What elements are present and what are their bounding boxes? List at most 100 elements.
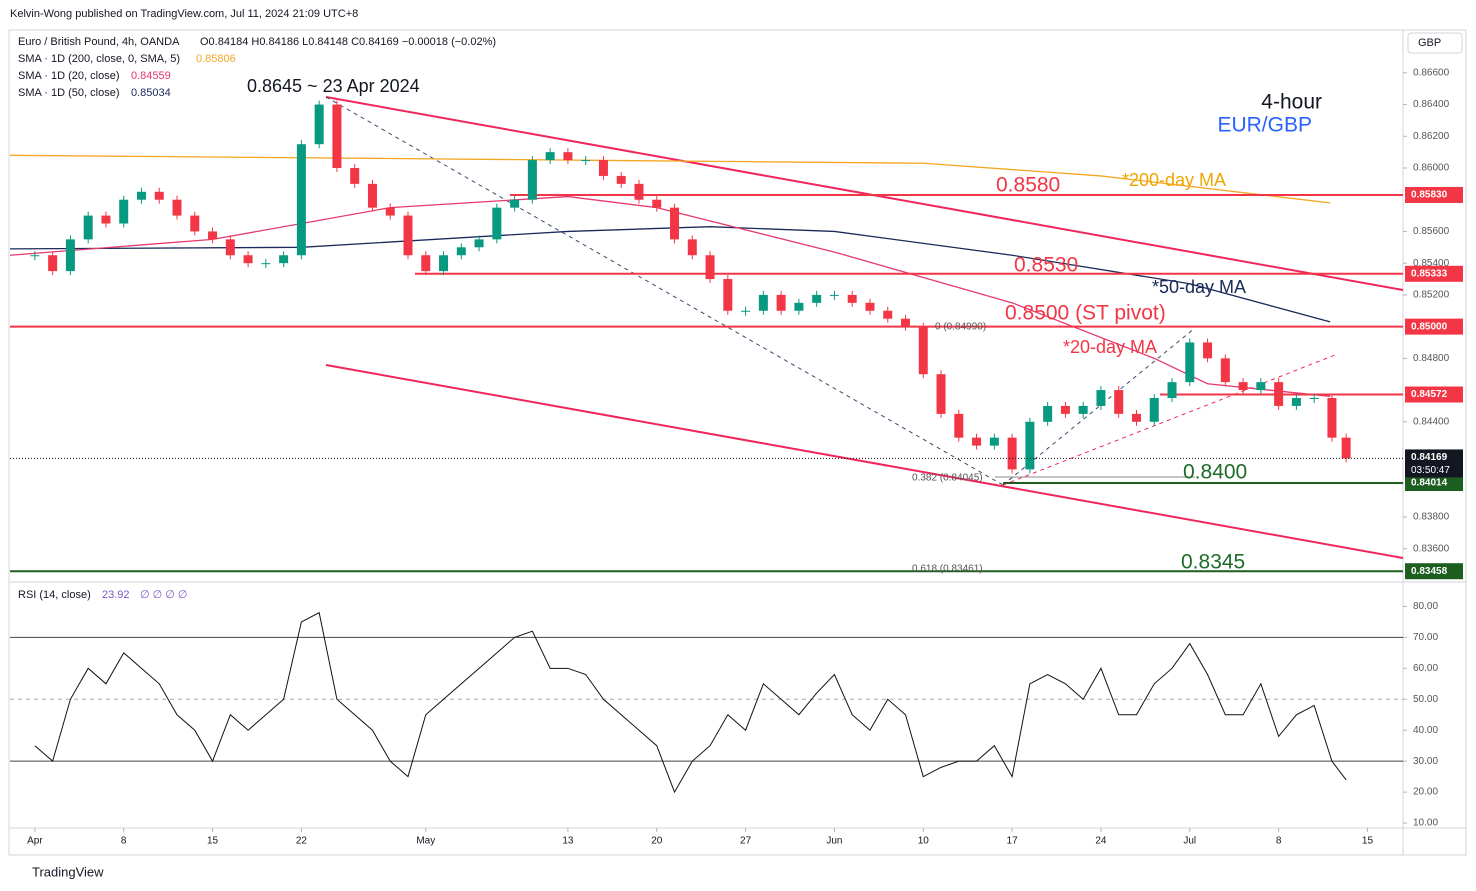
- candle: [1220, 358, 1230, 383]
- x-tick-label: 27: [740, 836, 752, 847]
- candle: [1096, 390, 1106, 406]
- candle: [172, 199, 182, 216]
- candle: [456, 247, 466, 256]
- candle: [474, 239, 484, 248]
- sma-label: SMA · 1D (200, close, 0, SMA, 5): [18, 53, 180, 65]
- candle: [1256, 382, 1266, 391]
- candle: [385, 207, 395, 216]
- candle: [101, 215, 111, 224]
- rsi-label: RSI (14, close): [18, 589, 91, 601]
- sma-value: 0.85034: [131, 87, 171, 99]
- candle: [847, 294, 857, 303]
- candle: [30, 255, 40, 257]
- level-tag: [1405, 318, 1463, 335]
- x-tick-label: 8: [1276, 836, 1282, 847]
- candle: [954, 413, 964, 438]
- fib-label: 0.618 (0.83461): [912, 564, 983, 575]
- y-tick-label: 10.00: [1413, 818, 1438, 829]
- candle: [154, 191, 164, 200]
- countdown: 03:50:47: [1411, 465, 1450, 476]
- candle: [581, 160, 591, 162]
- candle: [421, 255, 431, 272]
- annotation: 0.8580: [996, 174, 1060, 197]
- annotation: *50-day MA: [1152, 277, 1246, 297]
- sma-value: 0.85806: [196, 53, 236, 65]
- annotation: 4-hour: [1261, 91, 1322, 114]
- x-tick-label: Jul: [1183, 836, 1196, 847]
- candle: [1327, 398, 1337, 438]
- fib-trend: [1002, 327, 1196, 486]
- level-tag-label: 0.85830: [1411, 190, 1448, 201]
- candle: [616, 175, 626, 184]
- x-tick-label: 20: [651, 836, 663, 847]
- level-tag: [1405, 475, 1463, 492]
- candle: [918, 326, 928, 375]
- rsi-line: [34, 611, 1347, 794]
- annotation: 0.8400: [1183, 461, 1247, 484]
- candle: [83, 215, 93, 240]
- currency[interactable]: GBP: [1418, 37, 1441, 49]
- candle: [439, 255, 449, 272]
- level-tag-label: 0.84014: [1411, 478, 1448, 489]
- sma-label: SMA · 1D (50, close): [18, 87, 119, 99]
- y-tick-label: 70.00: [1413, 632, 1438, 643]
- frame: [8, 29, 1467, 856]
- channel-lower: [325, 364, 1404, 559]
- y-tick-label: 50.00: [1413, 694, 1438, 705]
- level-tag-label: 0.83458: [1411, 566, 1448, 577]
- candle: [1007, 437, 1017, 470]
- candle: [758, 294, 768, 311]
- annotation: *200-day MA: [1122, 170, 1226, 190]
- candle: [190, 215, 200, 232]
- publisher: Kelvin-Wong published on TradingView.com…: [10, 8, 358, 20]
- y-tick-label: 0.84800: [1413, 353, 1450, 364]
- candle: [1060, 405, 1070, 414]
- candle: [314, 104, 324, 145]
- candle: [563, 152, 573, 161]
- y-tick-label: 0.85600: [1413, 226, 1450, 237]
- y-tick-label: 40.00: [1413, 725, 1438, 736]
- candle: [48, 255, 58, 272]
- moving-average: [9, 154, 1331, 204]
- annotation: EUR/GBP: [1217, 114, 1312, 137]
- candle: [741, 310, 751, 312]
- candle: [1309, 398, 1319, 399]
- candle: [1149, 398, 1159, 422]
- candle: [687, 239, 697, 256]
- candle: [367, 183, 377, 208]
- x-tick-label: 13: [562, 836, 574, 847]
- last-price-tag: [1405, 449, 1463, 478]
- candle: [989, 437, 999, 446]
- annotation: 0.8530: [1014, 254, 1078, 277]
- candle: [403, 215, 413, 256]
- annotation: 0.8345: [1181, 551, 1245, 574]
- y-tick-label: 0.85400: [1413, 258, 1450, 269]
- x-tick-label: 24: [1095, 836, 1107, 847]
- x-tick-label: 17: [1007, 836, 1019, 847]
- rsi-extra: ∅ ∅ ∅ ∅: [140, 589, 188, 601]
- candle: [296, 144, 306, 256]
- candle: [279, 255, 289, 264]
- currency-button[interactable]: [1407, 32, 1463, 54]
- annotation: 0.8500 (ST pivot): [1005, 302, 1166, 325]
- candle: [705, 255, 715, 280]
- last-price: 0.84169: [1411, 452, 1448, 463]
- y-tick-label: 0.86200: [1413, 131, 1450, 142]
- candle: [936, 374, 946, 414]
- candle: [652, 199, 662, 208]
- candle: [65, 239, 75, 272]
- y-tick-label: 0.85200: [1413, 290, 1450, 301]
- y-tick-label: 0.83800: [1413, 512, 1450, 523]
- candle: [332, 104, 342, 168]
- sma-label: SMA · 1D (20, close): [18, 70, 119, 82]
- level-tag: [1405, 186, 1463, 203]
- candle: [1341, 437, 1351, 459]
- fib-trend: [325, 96, 1004, 486]
- footer-logo: TradingView: [32, 864, 104, 879]
- candle: [1291, 398, 1301, 406]
- candle: [1167, 382, 1177, 398]
- candle: [972, 437, 982, 446]
- x-tick-label: 10: [918, 836, 930, 847]
- candle: [1025, 421, 1035, 470]
- candle: [865, 302, 875, 311]
